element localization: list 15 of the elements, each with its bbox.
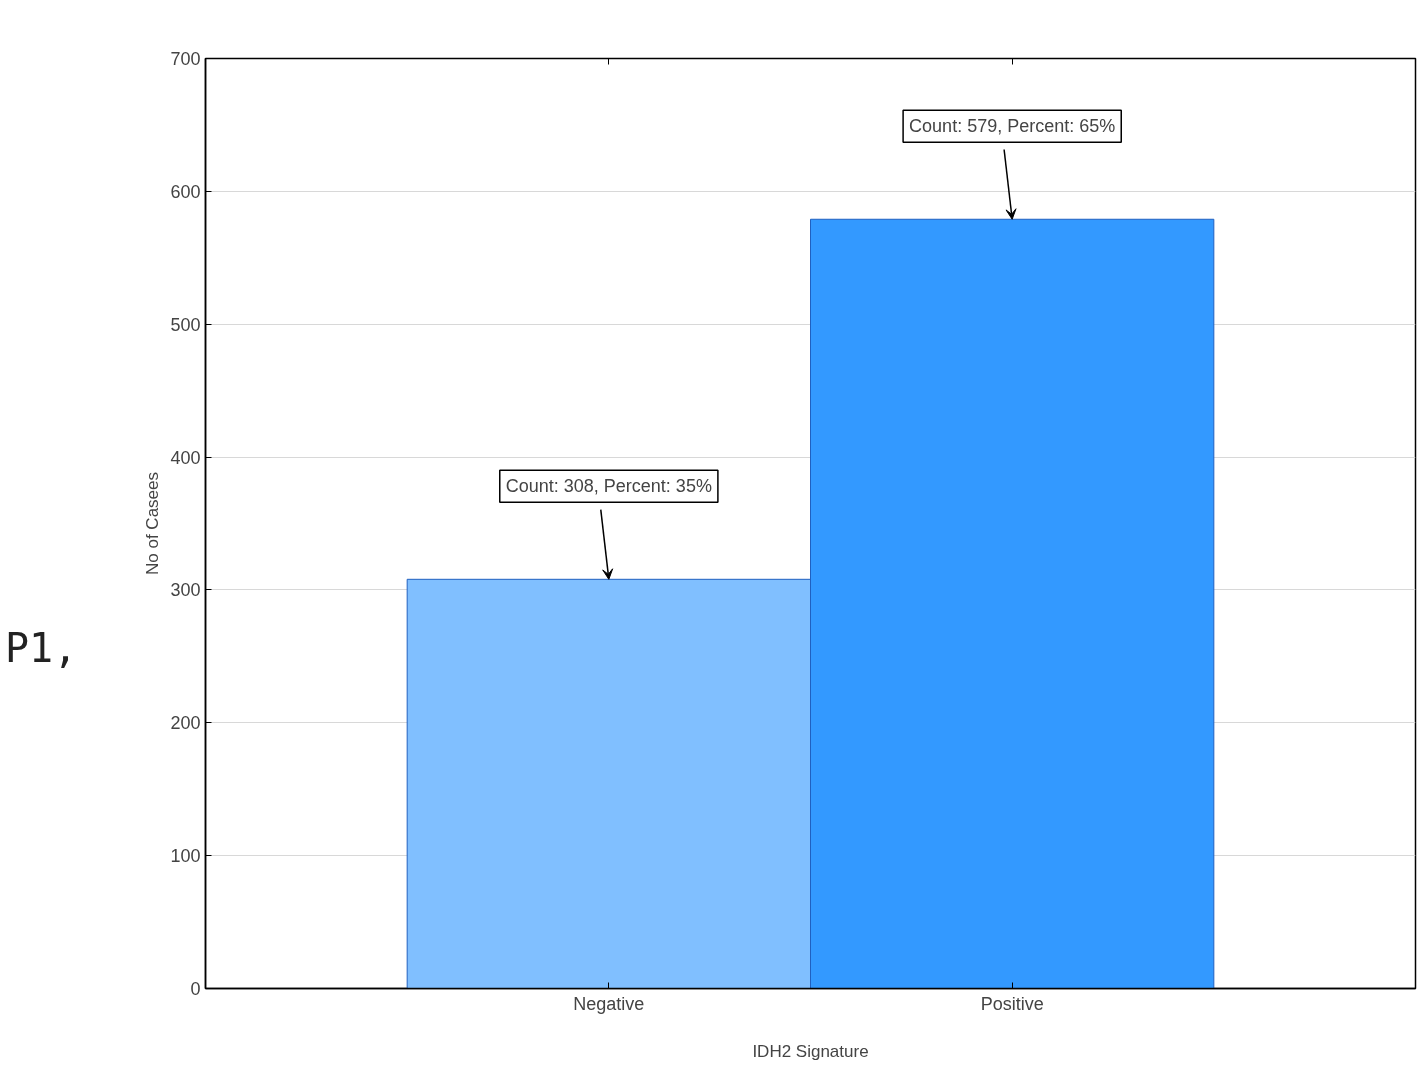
text: P1, — [5, 624, 78, 673]
y-tick-label: 300 — [170, 580, 201, 601]
x-tick-label: Negative — [573, 993, 645, 1014]
y-tick-label: 400 — [170, 447, 201, 468]
y-tick-label: 500 — [170, 314, 201, 335]
y-tick-label: 700 — [170, 49, 201, 69]
y-tick-label: 200 — [170, 713, 201, 734]
y-axis-title: No of Casees — [143, 472, 163, 575]
x-tick-label: Positive — [980, 993, 1044, 1014]
y-tick-label: 600 — [170, 181, 201, 202]
annotation: Count: 308, Percent: 35% — [505, 476, 712, 497]
y-tick-label: 100 — [170, 846, 201, 867]
x-axis-title: IDH2 Signature — [752, 1041, 869, 1061]
annotation: Count: 579, Percent: 65% — [909, 116, 1116, 137]
y-tick-label: 0 — [190, 979, 201, 999]
